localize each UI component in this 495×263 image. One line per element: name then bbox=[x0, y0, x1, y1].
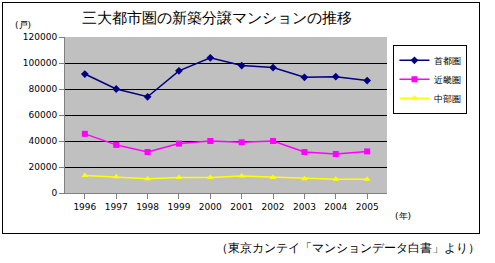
svg-text:(戸): (戸) bbox=[15, 20, 31, 30]
svg-text:80000: 80000 bbox=[29, 84, 58, 94]
svg-text:60000: 60000 bbox=[29, 110, 58, 120]
svg-text:100000: 100000 bbox=[23, 58, 58, 68]
svg-text:0: 0 bbox=[51, 188, 57, 198]
svg-text:中部圏: 中部圏 bbox=[434, 94, 461, 104]
svg-text:近畿圏: 近畿圏 bbox=[434, 75, 461, 85]
svg-text:(年): (年) bbox=[395, 211, 411, 221]
svg-text:1996: 1996 bbox=[73, 202, 96, 212]
svg-text:首都圏: 首都圏 bbox=[434, 56, 461, 66]
svg-text:20000: 20000 bbox=[29, 162, 58, 172]
svg-text:2005: 2005 bbox=[356, 202, 379, 212]
svg-text:1997: 1997 bbox=[105, 202, 128, 212]
svg-text:1998: 1998 bbox=[136, 202, 159, 212]
svg-text:2000: 2000 bbox=[199, 202, 222, 212]
svg-text:1999: 1999 bbox=[167, 202, 190, 212]
svg-text:40000: 40000 bbox=[29, 136, 58, 146]
svg-text:2001: 2001 bbox=[230, 202, 253, 212]
svg-text:120000: 120000 bbox=[23, 32, 58, 42]
svg-text:2004: 2004 bbox=[324, 202, 347, 212]
html-text:（東京カンテイ「マンションデータ白書」より）: （東京カンテイ「マンションデータ白書」より） bbox=[216, 241, 480, 255]
svg-text:三大都市圏の新築分譲マンションの推移: 三大都市圏の新築分譲マンションの推移 bbox=[82, 9, 352, 27]
svg-text:2002: 2002 bbox=[262, 202, 285, 212]
svg-text:2003: 2003 bbox=[293, 202, 316, 212]
